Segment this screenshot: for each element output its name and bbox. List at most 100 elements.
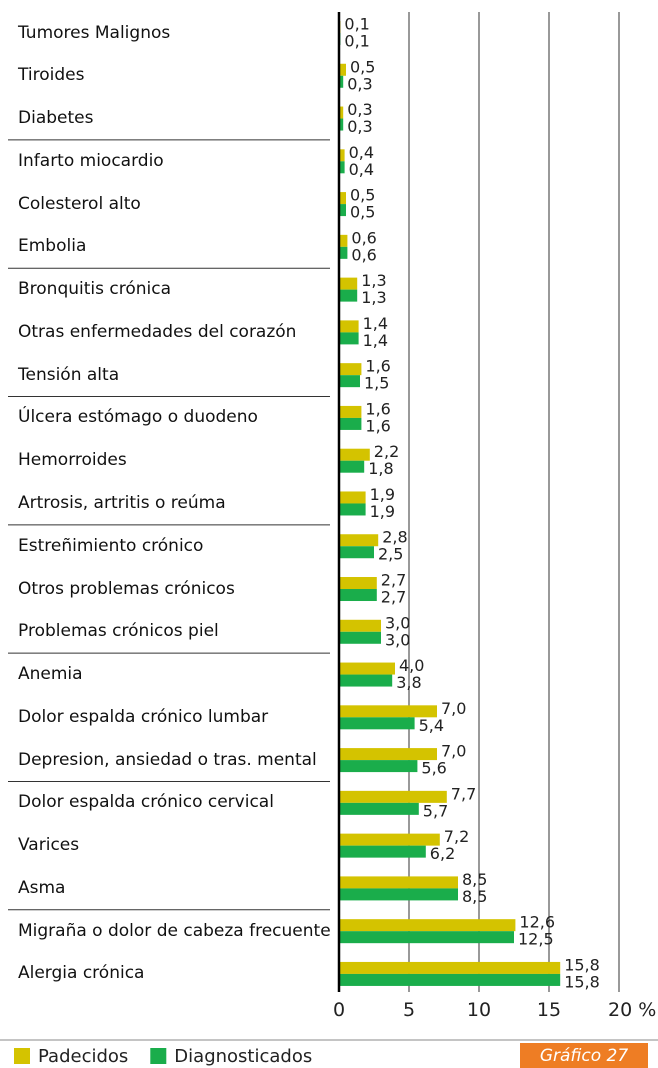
value-label: 3,0 [385,630,410,649]
bar [339,405,362,418]
category-label: Asma [18,877,66,898]
value-label: 1,6 [365,416,390,435]
value-label: 0,3 [347,100,372,119]
bar [339,534,379,547]
category-label: Diabetes [18,108,94,129]
value-label: 0,5 [350,203,375,222]
value-label: 0,5 [350,186,375,205]
value-label: 2,8 [382,528,407,547]
x-tick-label: 5 [403,999,415,1021]
bar [339,204,346,217]
bar [339,289,358,302]
bar [339,919,516,932]
value-label: 8,5 [462,870,487,889]
bar [339,246,348,259]
value-label: 6,2 [430,844,455,863]
value-label: 7,0 [441,742,466,761]
bar [339,961,561,974]
bar [339,161,345,174]
value-label: 1,6 [365,399,390,418]
category-label: Otros problemas crónicos [18,578,235,599]
bar [339,876,458,889]
value-label: 1,4 [363,331,388,350]
value-label: 0,4 [349,160,374,179]
value-label: 0,1 [344,32,369,51]
bar [339,277,358,290]
value-label: 2,5 [378,545,403,564]
bar [339,631,381,644]
bar [339,320,359,333]
value-label: 1,9 [370,502,395,521]
x-tick-label: 20 % [608,999,656,1021]
bar [339,931,514,944]
category-label: Varices [18,835,80,856]
value-label: 1,3 [361,288,386,307]
category-label: Migraña o dolor de cabeza frecuente [18,920,331,941]
value-label: 5,7 [423,801,448,820]
bar [339,790,447,803]
value-label: 0,1 [344,15,369,34]
bar [339,448,370,461]
category-label: Anemia [18,664,83,685]
bar [339,717,415,730]
value-label: 0,5 [350,57,375,76]
value-label: 3,0 [385,613,410,632]
value-label: 0,3 [347,117,372,136]
bar [339,63,346,76]
bar [339,149,345,162]
bar [339,973,561,986]
value-label: 2,7 [381,571,406,590]
x-tick-label: 10 [467,999,491,1021]
legend-label: Diagnosticados [174,1046,312,1067]
value-label: 5,4 [419,716,444,735]
bar [339,375,360,388]
category-label: Tensión alta [18,364,120,385]
category-label: Alergia crónica [18,963,145,984]
category-label: Hemorroides [18,450,127,471]
bar [339,705,437,718]
value-label: 2,7 [381,588,406,607]
bar [339,845,426,858]
bar [339,674,393,687]
bar [339,491,366,504]
category-label: Embolia [18,236,87,257]
value-label: 7,0 [441,699,466,718]
value-label: 0,3 [347,74,372,93]
legend-label: Padecidos [38,1046,128,1067]
category-label: Dolor espalda crónico cervical [18,792,274,813]
bar [339,417,362,430]
value-label: 1,9 [370,485,395,504]
value-label: 0,4 [349,143,374,162]
bar [339,234,348,247]
value-label: 1,5 [364,374,389,393]
value-label: 15,8 [564,955,600,974]
value-label: 12,5 [518,930,554,949]
bar [339,833,440,846]
category-label: Dolor espalda crónico lumbar [18,706,269,727]
value-label: 7,2 [444,827,469,846]
value-label: 2,2 [374,442,399,461]
category-label: Infarto miocardio [18,150,164,171]
value-label: 8,5 [462,887,487,906]
x-tick-label: 0 [333,999,345,1021]
bar [339,619,381,632]
value-label: 15,8 [564,972,600,991]
bar [339,460,365,473]
value-label: 12,6 [519,913,555,932]
value-label: 1,4 [363,314,388,333]
bar [339,577,377,590]
legend-swatch [14,1048,30,1064]
category-label: Tiroides [18,65,85,86]
value-label: 1,6 [365,357,390,376]
bar [339,363,362,376]
value-label: 4,0 [399,656,424,675]
bar [339,760,418,773]
x-tick-label: 15 [537,999,561,1021]
category-label: Depresion, ansiedad o tras. mental [18,749,317,770]
bar [339,503,366,516]
chart-badge: Gráfico 27 [520,1043,648,1068]
value-label: 0,6 [351,245,376,264]
bar [339,118,344,131]
value-label: 1,3 [361,271,386,290]
